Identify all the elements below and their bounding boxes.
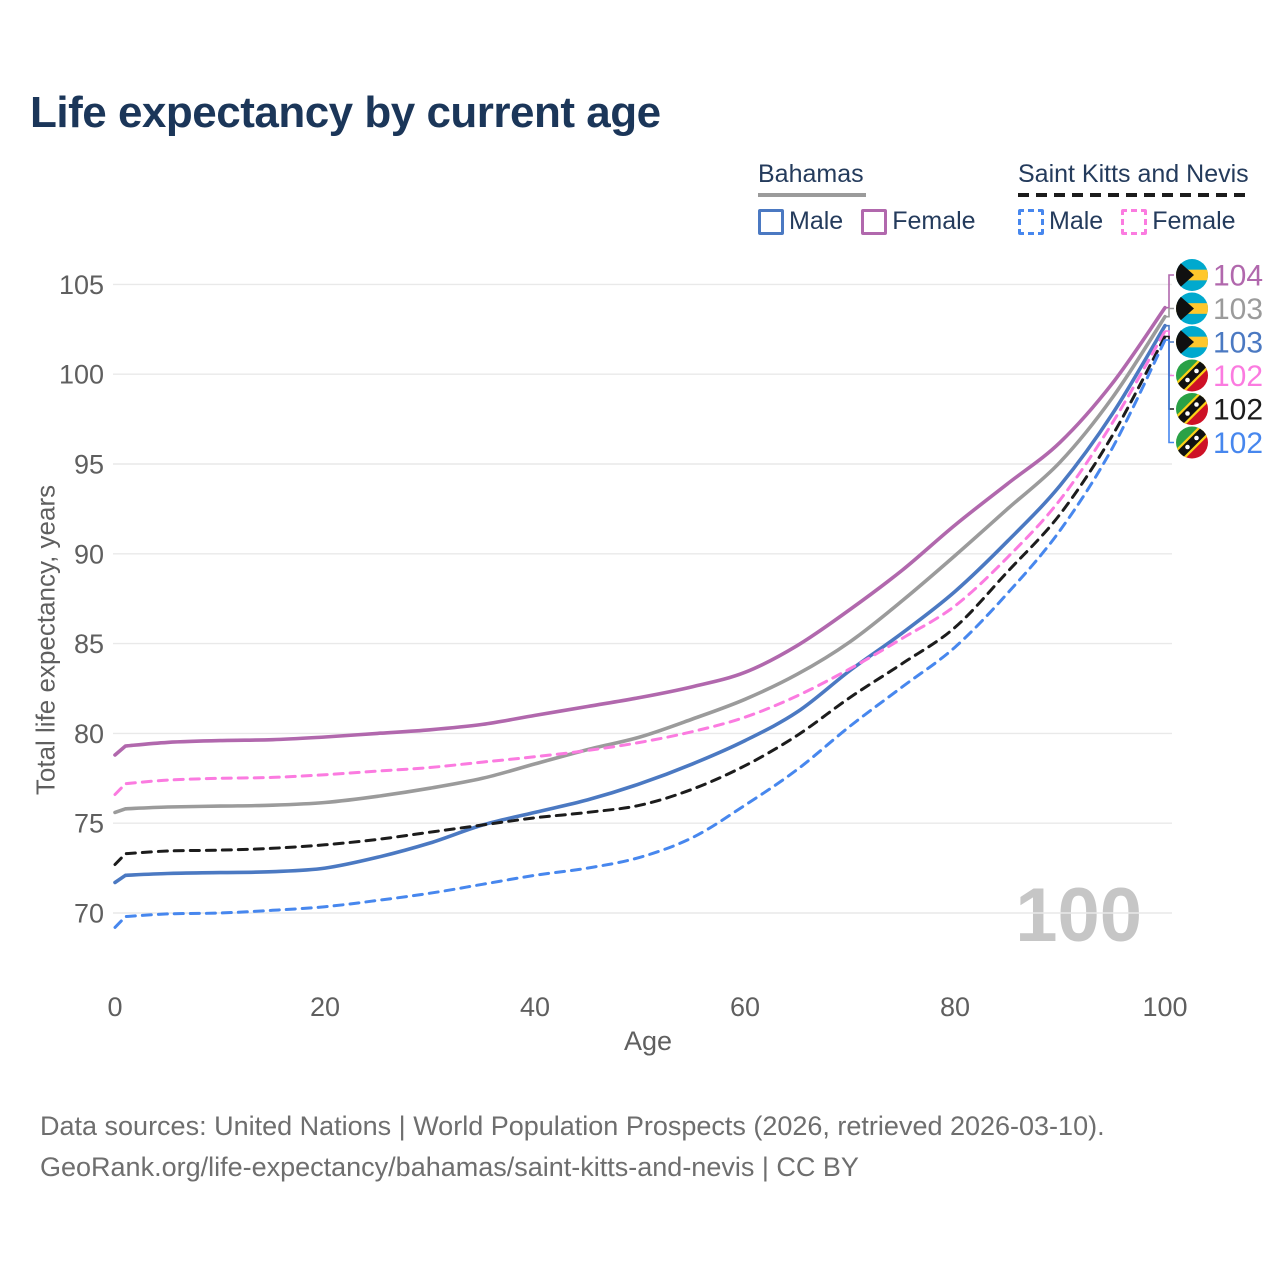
bahamas-flag-icon <box>1176 326 1208 358</box>
legend-line-sample-saint-kitts-and-nevis <box>1018 193 1252 197</box>
legend-swatch-skn-female-icon <box>1121 208 1148 235</box>
end-value-label: 103 <box>1213 327 1263 360</box>
x-tick-label: 20 <box>310 992 340 1022</box>
legend-item-label: Female <box>892 207 976 235</box>
x-tick-label: 80 <box>940 992 970 1022</box>
y-tick-label: 105 <box>59 270 104 300</box>
leader-line <box>1165 274 1174 309</box>
legend-swatch-bahamas-female-icon <box>861 208 888 235</box>
x-tick-label: 60 <box>730 992 760 1022</box>
y-tick-label: 95 <box>74 450 104 480</box>
x-axis-title: Age <box>623 1026 673 1056</box>
footer-data-sources: Data sources: United Nations | World Pop… <box>40 1111 1105 1141</box>
saint-kitts-nevis-flag-icon <box>1176 426 1208 459</box>
end-value-label: 102 <box>1213 360 1263 393</box>
page-title: Life expectancy by current age <box>30 88 661 137</box>
x-tick-label: 40 <box>520 992 550 1022</box>
y-tick-label: 75 <box>74 809 104 839</box>
series-line-bahamas_female[interactable] <box>113 305 1167 757</box>
legend-item-bahamas-female[interactable]: Female <box>861 207 976 236</box>
y-tick-label: 85 <box>74 629 104 659</box>
legend-item-label: Female <box>1152 207 1236 235</box>
x-tick-label: 0 <box>107 992 122 1022</box>
bahamas-flag-icon <box>1176 292 1208 325</box>
footer: Data sources: United Nations | World Pop… <box>40 1106 1105 1188</box>
legend-country-label-bahamas: Bahamas <box>758 160 864 188</box>
series-line-bahamas_total[interactable] <box>113 314 1167 815</box>
legend-item-skn-female[interactable]: Female <box>1121 207 1236 236</box>
x-tick-label: 100 <box>1142 992 1187 1022</box>
y-tick-label: 100 <box>59 360 104 390</box>
legend-swatch-bahamas-male-icon <box>758 208 784 235</box>
end-value-label: 103 <box>1213 293 1263 326</box>
y-tick-label: 80 <box>74 719 104 749</box>
legend-line-sample-bahamas <box>758 193 866 197</box>
legend-group-bahamas: Bahamas Male Female <box>758 160 976 236</box>
footer-attribution-link: GeoRank.org/life-expectancy/bahamas/sain… <box>40 1152 859 1182</box>
legend-item-bahamas-male[interactable]: Male <box>758 207 843 236</box>
legend-swatch-skn-male-icon <box>1018 208 1044 235</box>
y-tick-label: 70 <box>74 899 104 929</box>
series-line-skn_total[interactable] <box>113 335 1167 866</box>
legend-item-skn-male[interactable]: Male <box>1018 207 1103 236</box>
end-value-label: 102 <box>1213 394 1263 427</box>
highlight-age-watermark: 100 <box>1015 873 1142 958</box>
leader-line <box>1165 307 1174 318</box>
legend-item-label: Male <box>789 207 844 235</box>
series-line-skn_male[interactable] <box>113 338 1167 929</box>
bahamas-flag-icon <box>1176 259 1208 291</box>
end-value-label: 102 <box>1213 427 1263 460</box>
y-tick-label: 90 <box>74 539 104 569</box>
legend-group-saint-kitts-and-nevis: Saint Kitts and Nevis Male Female <box>1018 160 1252 236</box>
saint-kitts-nevis-flag-icon <box>1176 393 1208 425</box>
end-value-label: 104 <box>1213 260 1263 293</box>
leader-line <box>1165 339 1174 444</box>
legend-country-label-saint-kitts-and-nevis: Saint Kitts and Nevis <box>1018 160 1249 188</box>
series-line-skn_female[interactable] <box>113 329 1167 796</box>
saint-kitts-nevis-flag-icon <box>1176 359 1208 392</box>
legend-item-label: Male <box>1049 207 1104 235</box>
series-line-bahamas_male[interactable] <box>113 323 1167 885</box>
